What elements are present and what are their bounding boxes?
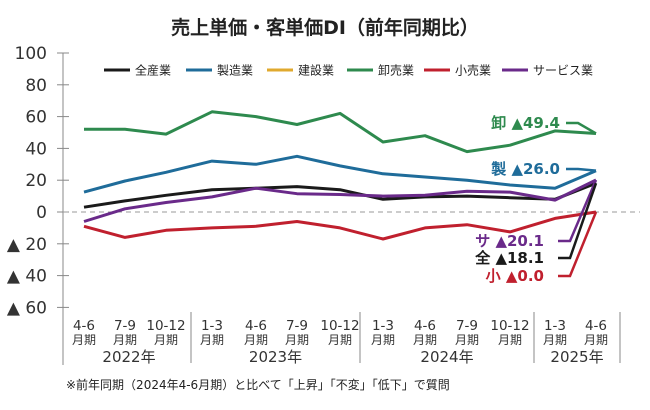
y-tick-label: 80 xyxy=(25,76,47,96)
x-axis: 4-6月期7-9月期10-12月期1-3月期4-6月期7-9月期10-12月期1… xyxy=(72,312,621,366)
legend-label: 全産業 xyxy=(135,63,171,78)
x-tick-label: 1-3 xyxy=(372,318,394,334)
x-tick-sublabel: 月期 xyxy=(200,333,224,347)
y-tick-label: 100 xyxy=(15,44,47,64)
end-label: 卸 ▲49.4 xyxy=(491,114,560,132)
x-tick-sublabel: 月期 xyxy=(371,333,395,347)
end-label: 製 ▲26.0 xyxy=(490,160,560,178)
series-line-3 xyxy=(84,110,597,154)
leader-line xyxy=(566,121,597,135)
x-tick-sublabel: 月期 xyxy=(455,333,479,347)
series-line-0 xyxy=(83,181,597,209)
year-label: 2022年 xyxy=(102,348,155,366)
legend-label: 製造業 xyxy=(217,64,253,78)
end-label: 小 ▲0.0 xyxy=(486,267,544,285)
y-tick-label: 0 xyxy=(36,203,47,223)
end-labels: 卸 ▲49.4 製 ▲26.0 サ ▲20.1全 ▲18.1小 ▲0.0 xyxy=(474,114,598,285)
year-label: 2023年 xyxy=(249,348,302,366)
y-tick-label: 40 xyxy=(25,139,47,159)
x-tick-sublabel: 月期 xyxy=(72,333,96,347)
y-tick-label: ▲ 20 xyxy=(7,235,47,255)
x-tick-sublabel: 月期 xyxy=(285,333,309,347)
x-tick-label: 10-12 xyxy=(490,318,529,334)
footnote: ※前年同期（2024年4-6月期）と比べて「上昇」「不変」「低下」で質問 xyxy=(66,377,450,392)
x-tick-label: 1-3 xyxy=(544,318,566,334)
legend-label: 建設業 xyxy=(298,63,334,78)
x-tick-sublabel: 月期 xyxy=(498,333,522,347)
x-tick-sublabel: 月期 xyxy=(244,333,268,347)
legend-label: 小売業 xyxy=(455,63,491,78)
legend-label: サービス業 xyxy=(533,64,593,78)
legend: 全産業 製造業 建設業 卸売業 小売業 サービス業 xyxy=(104,63,593,78)
series-line-4 xyxy=(83,210,597,241)
x-tick-label: 7-9 xyxy=(114,318,136,334)
leader-line xyxy=(558,182,598,260)
end-label: サ ▲20.1 xyxy=(475,232,544,250)
x-tick-sublabel: 月期 xyxy=(154,333,178,347)
x-tick-sublabel: 月期 xyxy=(328,333,352,347)
x-tick-label: 7-9 xyxy=(456,318,478,334)
series-line-5 xyxy=(83,178,597,223)
y-tick-label: ▲ 40 xyxy=(7,267,47,287)
series-line-1 xyxy=(83,154,597,194)
x-tick-label: 4-6 xyxy=(414,318,436,334)
leader-line xyxy=(558,179,598,243)
x-tick-label: 10-12 xyxy=(146,318,185,334)
x-tick-sublabel: 月期 xyxy=(113,333,137,347)
end-label: 全 ▲18.1 xyxy=(474,249,544,267)
x-tick-label: 4-6 xyxy=(73,318,95,334)
y-tick-label: 60 xyxy=(25,108,47,128)
year-label: 2025年 xyxy=(550,348,603,366)
y-tick-label: ▲ 60 xyxy=(7,298,47,318)
x-tick-label: 10-12 xyxy=(320,318,359,334)
plot-area xyxy=(83,110,597,241)
y-tick-label: 20 xyxy=(25,171,47,191)
x-tick-sublabel: 月期 xyxy=(413,333,437,347)
x-tick-sublabel: 月期 xyxy=(584,333,608,347)
leader-line xyxy=(558,211,598,278)
y-axis: 100 80 60 40 20 0 ▲ 20 ▲ 40 ▲ 60 xyxy=(7,44,640,365)
chart-title: 売上単価・客単価DI（前年同期比） xyxy=(171,16,479,39)
legend-label: 卸売業 xyxy=(378,63,414,78)
x-tick-label: 4-6 xyxy=(585,318,607,334)
leader-line xyxy=(566,167,597,172)
x-tick-label: 1-3 xyxy=(201,318,223,334)
x-tick-label: 4-6 xyxy=(245,318,267,334)
x-tick-sublabel: 月期 xyxy=(543,333,567,347)
x-tick-label: 7-9 xyxy=(286,318,308,334)
year-label: 2024年 xyxy=(420,348,473,366)
